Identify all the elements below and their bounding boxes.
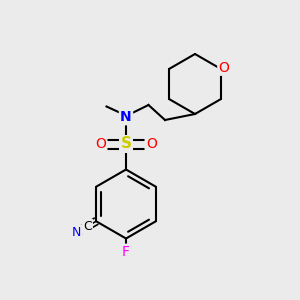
Text: O: O: [218, 61, 230, 74]
Text: S: S: [121, 136, 131, 152]
Text: O: O: [95, 137, 106, 151]
Text: N: N: [72, 226, 81, 239]
Text: F: F: [122, 245, 130, 259]
Text: O: O: [146, 137, 157, 151]
Text: N: N: [120, 110, 132, 124]
Text: C: C: [83, 220, 92, 233]
